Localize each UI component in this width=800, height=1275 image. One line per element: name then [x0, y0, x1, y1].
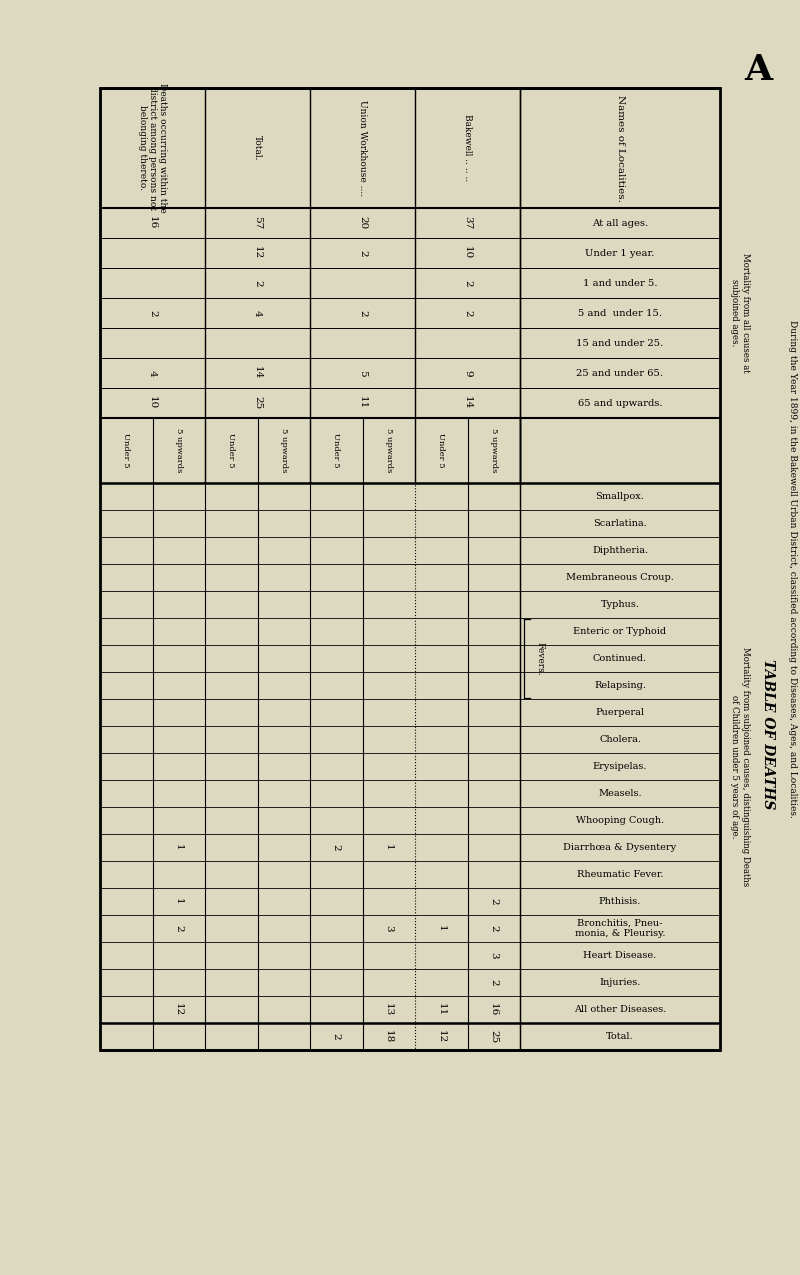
Text: Bakewell .. .. ..: Bakewell .. .. .. [463, 115, 472, 181]
Text: 2: 2 [332, 844, 341, 850]
Text: 10: 10 [463, 246, 472, 260]
Text: Bronchitis, Pneu-
monia, & Pleurisy.: Bronchitis, Pneu- monia, & Pleurisy. [574, 919, 666, 938]
Text: 15 and under 25.: 15 and under 25. [576, 338, 664, 348]
Text: Membraneous Croup.: Membraneous Croup. [566, 572, 674, 581]
Text: Under 5: Under 5 [122, 434, 130, 468]
Text: Total.: Total. [606, 1031, 634, 1040]
Text: 1: 1 [174, 898, 183, 905]
Text: 25: 25 [253, 397, 262, 409]
Bar [100, 88, 720, 1051]
Text: 5 upwards: 5 upwards [280, 428, 288, 473]
Text: Scarlatina.: Scarlatina. [593, 519, 647, 528]
Text: Typhus.: Typhus. [601, 601, 639, 609]
Text: 16: 16 [148, 217, 157, 230]
Text: 65 and upwards.: 65 and upwards. [578, 399, 662, 408]
Text: Under 5: Under 5 [438, 434, 446, 468]
Text: 11: 11 [358, 397, 367, 409]
Text: Fevers.: Fevers. [535, 641, 545, 676]
Text: Whooping Cough.: Whooping Cough. [576, 816, 664, 825]
Text: 10: 10 [148, 397, 157, 409]
Text: 16: 16 [490, 1003, 498, 1016]
Text: Relapsing.: Relapsing. [594, 681, 646, 690]
Text: 1 and under 5.: 1 and under 5. [582, 278, 658, 287]
Text: Deaths occurring within the
district among persons not
belonging thereto.: Deaths occurring within the district amo… [138, 83, 167, 213]
Text: Enteric or Typhoid: Enteric or Typhoid [574, 627, 666, 636]
Text: 12: 12 [437, 1030, 446, 1043]
Text: Names of Localities.: Names of Localities. [615, 94, 625, 201]
Text: Cholera.: Cholera. [599, 734, 641, 745]
Text: Measels.: Measels. [598, 789, 642, 798]
Text: 37: 37 [463, 217, 472, 230]
Text: 12: 12 [174, 1003, 183, 1016]
Text: A: A [744, 54, 772, 87]
Text: 20: 20 [358, 217, 367, 230]
Text: Smallpox.: Smallpox. [595, 492, 645, 501]
Text: 2: 2 [253, 279, 262, 287]
Text: Diphtheria.: Diphtheria. [592, 546, 648, 555]
Text: Rheumatic Fever.: Rheumatic Fever. [577, 870, 663, 878]
Text: 1: 1 [384, 844, 394, 850]
Text: 13: 13 [384, 1003, 394, 1016]
Text: Phthisis.: Phthisis. [599, 898, 641, 907]
Text: 14: 14 [253, 366, 262, 380]
Text: Under 5: Under 5 [332, 434, 340, 468]
Text: 2: 2 [463, 310, 472, 316]
Text: 2: 2 [332, 1033, 341, 1040]
Text: 25: 25 [490, 1030, 498, 1043]
Text: Heart Disease.: Heart Disease. [583, 951, 657, 960]
Text: 11: 11 [437, 1003, 446, 1016]
Text: 2: 2 [490, 926, 498, 932]
Text: 5 and  under 15.: 5 and under 15. [578, 309, 662, 317]
Text: TABLE OF DEATHS: TABLE OF DEATHS [761, 659, 775, 810]
Text: 2: 2 [490, 979, 498, 986]
Text: 5: 5 [358, 370, 367, 376]
Text: 2: 2 [490, 898, 498, 905]
Text: Puerperal: Puerperal [595, 708, 645, 717]
Text: Union Workhouse ....: Union Workhouse .... [358, 99, 367, 196]
Text: 4: 4 [148, 370, 157, 376]
Text: 5 upwards: 5 upwards [385, 428, 393, 473]
Text: Erysipelas.: Erysipelas. [593, 762, 647, 771]
Text: 5 upwards: 5 upwards [174, 428, 182, 473]
Text: 57: 57 [253, 217, 262, 230]
Text: Injuries.: Injuries. [599, 978, 641, 987]
Text: 2: 2 [358, 310, 367, 316]
Text: 9: 9 [463, 370, 472, 376]
Text: 5 upwards: 5 upwards [490, 428, 498, 473]
Text: Under 1 year.: Under 1 year. [586, 249, 654, 258]
Text: 3: 3 [490, 952, 498, 959]
Text: Total.: Total. [253, 135, 262, 161]
Text: 1: 1 [174, 844, 183, 850]
Text: Continued.: Continued. [593, 654, 647, 663]
Text: All other Diseases.: All other Diseases. [574, 1005, 666, 1014]
Text: 3: 3 [384, 926, 394, 932]
Text: At all ages.: At all ages. [592, 218, 648, 227]
Text: 2: 2 [358, 250, 367, 256]
Text: 2: 2 [463, 279, 472, 287]
Text: Mortality from subjoined causes, distinguishing Deaths
of Children under 5 years: Mortality from subjoined causes, disting… [730, 646, 750, 886]
Text: 18: 18 [384, 1030, 394, 1043]
Text: During the Year 1899, in the Bakewell Urban District, classified according to Di: During the Year 1899, in the Bakewell Ur… [787, 320, 797, 819]
Text: Under 5: Under 5 [227, 434, 235, 468]
Text: Diarrhœa & Dysentery: Diarrhœa & Dysentery [563, 843, 677, 852]
Text: 12: 12 [253, 246, 262, 260]
Text: 1: 1 [437, 926, 446, 932]
Text: 14: 14 [463, 397, 472, 409]
Text: Mortality from all causes at
subjoined ages.: Mortality from all causes at subjoined a… [730, 254, 750, 372]
Text: 2: 2 [174, 926, 183, 932]
Text: 4: 4 [253, 310, 262, 316]
Text: 2: 2 [148, 310, 157, 316]
Text: 25 and under 65.: 25 and under 65. [577, 368, 663, 377]
